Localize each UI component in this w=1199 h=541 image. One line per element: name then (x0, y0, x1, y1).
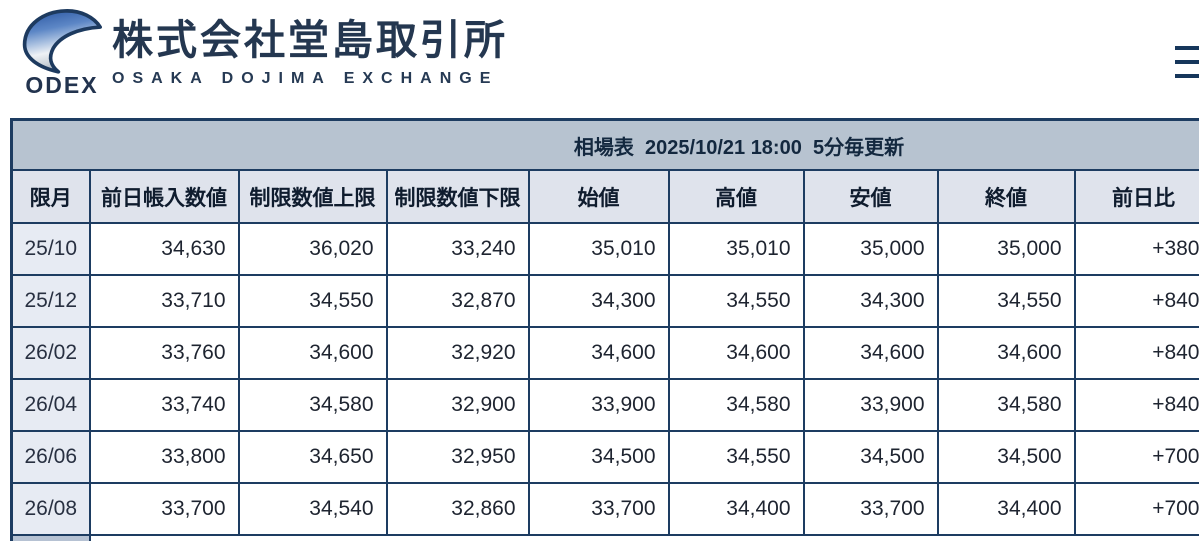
cell-contract-month: 26/06 (10, 430, 91, 484)
cell-close: 34,400 (936, 482, 1076, 536)
cell-prev-settlement: 33,700 (88, 482, 240, 536)
cell-close: 34,600 (936, 326, 1076, 380)
cell-change: +700 (1073, 430, 1199, 484)
cell-open: 34,500 (527, 430, 670, 484)
cell-low: 33,700 (802, 482, 939, 536)
logo-wordmark: ODEX (25, 72, 99, 98)
cell-prev-settlement: 34,630 (88, 222, 240, 276)
cell-low: 35,000 (802, 222, 939, 276)
cell-high: 34,580 (667, 378, 805, 432)
cell-high: 34,550 (667, 430, 805, 484)
cell-limit-upper: 34,540 (237, 482, 388, 536)
cell-prev-settlement: 33,800 (88, 430, 240, 484)
table-row: 26/06 33,800 34,650 32,950 34,500 34,550… (10, 430, 1199, 484)
cell-limit-lower: 32,900 (385, 378, 530, 432)
col-header-limit-upper: 制限数値上限 (237, 169, 388, 224)
table-row: 26/08 33,700 34,540 32,860 33,700 34,400… (10, 482, 1199, 536)
logo[interactable]: ODEX (16, 8, 108, 99)
cell-open: 33,900 (527, 378, 670, 432)
cell-high: 34,600 (667, 326, 805, 380)
cell-limit-upper: 34,550 (237, 274, 388, 328)
table-row-partial (10, 534, 1199, 541)
col-header-contract-month: 限月 (10, 169, 91, 224)
cell-contract-month: 26/02 (10, 326, 91, 380)
col-header-close: 終値 (936, 169, 1076, 224)
col-header-change: 前日比 (1073, 169, 1199, 224)
cell-prev-settlement: 33,740 (88, 378, 240, 432)
quote-table: 相場表 2025/10/21 18:00 5分毎更新 限月 前日帳入数値 制限数… (10, 118, 1199, 541)
table-row: 25/10 34,630 36,020 33,240 35,010 35,010… (10, 222, 1199, 276)
cell-change: +380 (1073, 222, 1199, 276)
cell-high: 34,550 (667, 274, 805, 328)
cell-low: 34,600 (802, 326, 939, 380)
cell-limit-lower: 32,860 (385, 482, 530, 536)
table-row: 26/02 33,760 34,600 32,920 34,600 34,600… (10, 326, 1199, 380)
cell-open: 34,300 (527, 274, 670, 328)
table-title: 相場表 2025/10/21 18:00 5分毎更新 (10, 118, 1199, 171)
cell-change: +840 (1073, 378, 1199, 432)
cell-contract-month: 26/04 (10, 378, 91, 432)
col-header-open: 始値 (527, 169, 670, 224)
company-name-japanese: 株式会社堂島取引所 (112, 17, 508, 63)
hamburger-menu-icon[interactable] (1175, 44, 1199, 80)
cell-open: 33,700 (527, 482, 670, 536)
cell-change: +700 (1073, 482, 1199, 536)
col-header-low: 安値 (802, 169, 939, 224)
col-header-prev-settlement: 前日帳入数値 (88, 169, 240, 224)
odex-swoosh-icon (22, 9, 102, 74)
company-name-block: 株式会社堂島取引所 OSAKA DOJIMA EXCHANGE (112, 17, 508, 88)
company-name-english: OSAKA DOJIMA EXCHANGE (112, 70, 499, 88)
cell-low: 34,500 (802, 430, 939, 484)
cell-contract-month: 25/12 (10, 274, 91, 328)
cell-high: 34,400 (667, 482, 805, 536)
table-row: 25/12 33,710 34,550 32,870 34,300 34,550… (10, 274, 1199, 328)
cell-low: 34,300 (802, 274, 939, 328)
cell-prev-settlement: 33,760 (88, 326, 240, 380)
table-row: 26/04 33,740 34,580 32,900 33,900 34,580… (10, 378, 1199, 432)
cell-contract-month (10, 534, 91, 541)
cell-limit-lower: 32,920 (385, 326, 530, 380)
cell-close: 34,550 (936, 274, 1076, 328)
cell-close: 34,580 (936, 378, 1076, 432)
cell-open: 34,600 (527, 326, 670, 380)
cell-prev-settlement: 33,710 (88, 274, 240, 328)
cell-close: 34,500 (936, 430, 1076, 484)
cell-high: 35,010 (667, 222, 805, 276)
cell-contract-month: 26/08 (10, 482, 91, 536)
cell-limit-upper: 36,020 (237, 222, 388, 276)
cell-open: 35,010 (527, 222, 670, 276)
cell-limit-lower: 32,950 (385, 430, 530, 484)
col-header-high: 高値 (667, 169, 805, 224)
col-header-limit-lower: 制限数値下限 (385, 169, 530, 224)
cell-limit-upper: 34,580 (237, 378, 388, 432)
site-header: ODEX 株式会社堂島取引所 OSAKA DOJIMA EXCHANGE (0, 0, 1199, 115)
cell-limit-lower: 33,240 (385, 222, 530, 276)
table-header-row: 限月 前日帳入数値 制限数値上限 制限数値下限 始値 高値 安値 終値 前日比 (10, 169, 1199, 224)
cell-limit-upper: 34,600 (237, 326, 388, 380)
table-title-row: 相場表 2025/10/21 18:00 5分毎更新 (10, 118, 1199, 171)
cell-close: 35,000 (936, 222, 1076, 276)
cell-low: 33,900 (802, 378, 939, 432)
partial-row-body (88, 534, 1199, 541)
cell-change: +840 (1073, 274, 1199, 328)
cell-change: +840 (1073, 326, 1199, 380)
cell-limit-lower: 32,870 (385, 274, 530, 328)
cell-contract-month: 25/10 (10, 222, 91, 276)
cell-limit-upper: 34,650 (237, 430, 388, 484)
